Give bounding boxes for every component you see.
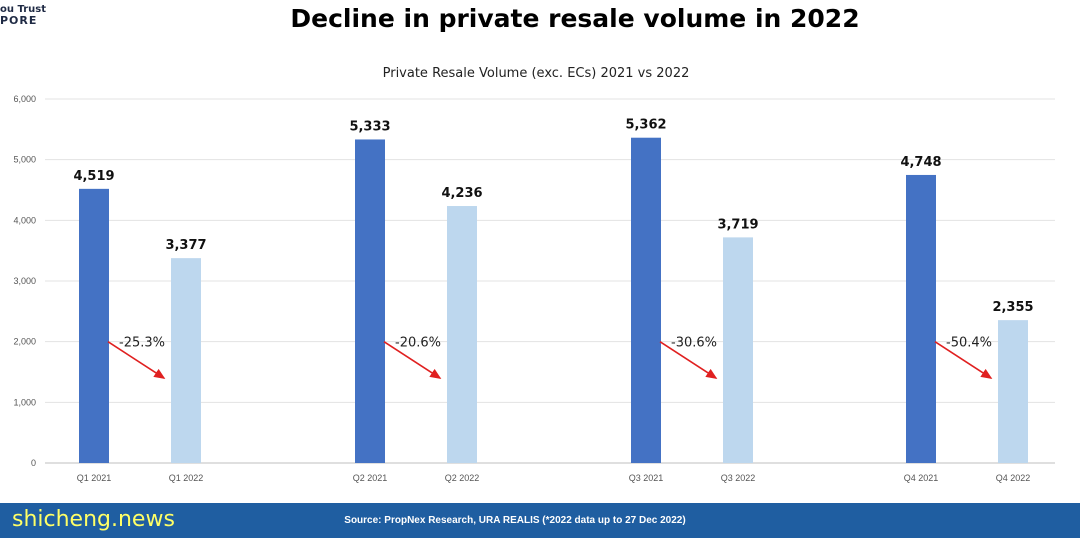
source-note: Source: PropNex Research, URA REALIS (*2… [344, 515, 686, 526]
data-label: 3,377 [165, 238, 206, 253]
data-label: 5,333 [349, 119, 390, 134]
bar-chart: 0 1,000 2,000 3,000 4,000 5,000 6,000 4,519 Q1 2… [13, 94, 1055, 483]
y-tick-label: 5,000 [13, 155, 36, 165]
bar-q2-2021 [355, 139, 385, 463]
page-title: Decline in private resale volume in 2022 [290, 4, 860, 33]
data-label: 3,719 [717, 217, 758, 232]
footer-bar [0, 503, 1080, 538]
change-label: -20.6% [395, 336, 441, 351]
decline-arrow [383, 340, 442, 379]
x-tick-label: Q2 2021 [353, 473, 388, 483]
watermark: shicheng.news [12, 507, 175, 532]
y-tick-label: 0 [31, 458, 36, 468]
decline-arrow [934, 340, 993, 379]
decline-arrow [659, 340, 718, 379]
x-tick-label: Q3 2022 [721, 473, 756, 483]
y-tick-label: 1,000 [13, 397, 36, 407]
logo-line-1: ou Trust [0, 4, 46, 15]
change-label: -25.3% [119, 336, 165, 351]
bar-q1-2022 [171, 258, 201, 463]
x-tick-label: Q2 2022 [445, 473, 480, 483]
x-tick-label: Q1 2021 [77, 473, 112, 483]
y-tick-label: 3,000 [13, 276, 36, 286]
change-label: -30.6% [671, 336, 717, 351]
logo: ou Trust PORE [0, 4, 60, 26]
x-tick-label: Q1 2022 [169, 473, 204, 483]
y-tick-label: 4,000 [13, 215, 36, 225]
y-tick-label: 2,000 [13, 337, 36, 347]
bar-q4-2021 [906, 174, 936, 464]
data-label: 5,362 [625, 118, 666, 133]
bar-q3-2022 [723, 237, 753, 463]
data-label: 4,236 [441, 186, 482, 201]
chart-title: Private Resale Volume (exc. ECs) 2021 vs… [382, 66, 690, 81]
data-label: 4,519 [73, 169, 114, 184]
change-label: -50.4% [946, 336, 992, 351]
bar-q1-2021 [79, 188, 109, 463]
bar-q4-2022 [998, 320, 1028, 463]
bar-q2-2022 [447, 206, 477, 464]
y-tick-label: 6,000 [13, 94, 36, 104]
x-tick-label: Q4 2022 [996, 473, 1031, 483]
x-tick-label: Q3 2021 [629, 473, 664, 483]
decline-arrow [107, 340, 166, 379]
logo-line-2: PORE [0, 14, 38, 27]
bar-q3-2021 [631, 137, 661, 464]
data-label: 2,355 [992, 300, 1033, 315]
x-tick-label: Q4 2021 [904, 473, 939, 483]
data-label: 4,748 [900, 155, 941, 170]
